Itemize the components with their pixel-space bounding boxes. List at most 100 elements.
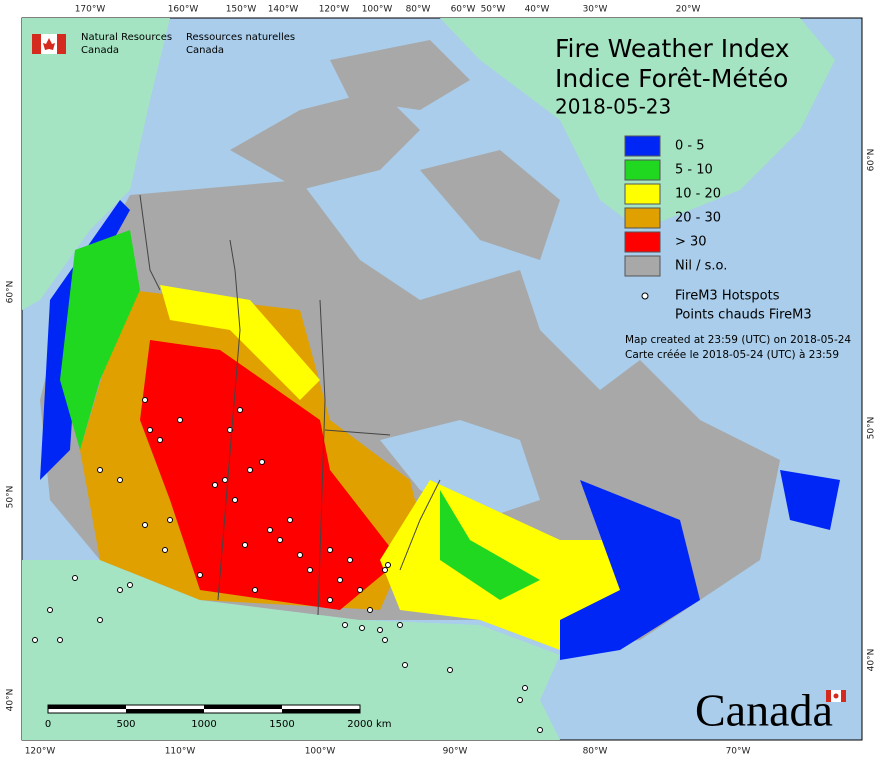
hotspot [402, 662, 408, 668]
usa [22, 560, 560, 740]
latitude-label: 50°N [6, 486, 16, 509]
scale-label: 500 [116, 719, 135, 730]
legend-label: > 30 [675, 235, 707, 250]
border [317, 299, 326, 616]
latitude-label: 40°N [6, 689, 16, 712]
wordmark-flag-leaf [833, 693, 839, 699]
hotspot [32, 637, 38, 643]
legend-label: 5 - 10 [675, 163, 713, 178]
hotspot [397, 622, 403, 628]
alaska [22, 18, 170, 310]
legend-swatch [624, 207, 661, 229]
hotspot [157, 437, 163, 443]
latitude-label: 60°N [6, 281, 16, 304]
baffin-island [420, 150, 560, 260]
scale-segment [126, 709, 204, 713]
longitude-label: 150°W [226, 5, 257, 15]
longitude-label: 170°W [75, 5, 106, 15]
map-note: Carte créée le 2018-05-24 (UTC) à 23:59 [625, 349, 839, 361]
longitude-label: 120°W [319, 5, 350, 15]
legend-hotspots: FireM3 Hotspots [675, 289, 780, 304]
latitude-label: 50°N [867, 417, 877, 440]
fire-zones [40, 200, 840, 660]
scale-label: 0 [45, 719, 51, 730]
arctic-island [230, 90, 420, 190]
hotspot [447, 667, 453, 673]
hotspot-key [641, 292, 649, 300]
scale-bar [47, 704, 361, 714]
hotspot [117, 587, 123, 593]
hotspot [277, 537, 283, 543]
hotspot [97, 467, 103, 473]
hotspot [259, 459, 265, 465]
hotspot [72, 575, 78, 581]
latitude-label: 40°N [867, 649, 877, 672]
legend-hotspots: Points chauds FireM3 [675, 308, 812, 323]
graticule-labels: 170°W 160°W 150°W 140°W 120°W 100°W 80°W 60°W 50… [6, 5, 877, 757]
hotspot [237, 407, 243, 413]
legend-swatch [624, 255, 661, 277]
hotspot [342, 622, 348, 628]
legend-label: 0 - 5 [675, 139, 705, 154]
longitude-label: 40°W [525, 5, 550, 15]
hotspot [252, 587, 258, 593]
title: Indice Forêt-Météo [555, 64, 788, 93]
hotspot [177, 417, 183, 423]
legend-swatch [624, 231, 661, 253]
wordmark-flag-bar [826, 690, 831, 702]
borders [139, 194, 441, 616]
flag-bar [32, 34, 41, 54]
title: Fire Weather Index [555, 34, 790, 63]
hotspot [377, 627, 383, 633]
hotspot [522, 685, 528, 691]
hotspot [57, 637, 63, 643]
hotspot [357, 587, 363, 593]
wordmark: Canada [695, 685, 833, 736]
hudson-bay [380, 420, 540, 520]
zone-5-10 [60, 230, 140, 450]
scale-segment [204, 705, 282, 709]
hotspot [167, 517, 173, 523]
hotspots [32, 397, 543, 733]
longitude-label: 100°W [305, 747, 336, 757]
hotspot [327, 597, 333, 603]
hotspot [367, 607, 373, 613]
hotspot [247, 467, 253, 473]
hotspot [337, 577, 343, 583]
zone-0-5 [560, 480, 700, 660]
legend-label: 20 - 30 [675, 211, 721, 226]
hotspot [222, 477, 228, 483]
zone-10-20 [160, 285, 320, 400]
hotspot [212, 482, 218, 488]
greenland [440, 18, 835, 230]
hotspot [117, 477, 123, 483]
map-note: Map created at 23:59 (UTC) on 2018-05-24 [625, 334, 851, 346]
hotspot [307, 567, 313, 573]
zone-0-5 [40, 200, 130, 480]
longitude-label: 100°W [362, 5, 393, 15]
agency-fr: Ressources naturelles [186, 32, 295, 43]
latitude-label: 60°N [867, 149, 877, 172]
legend: 0 - 5 5 - 10 10 - 20 20 - 30 > 30 Nil / s.o. [624, 135, 727, 277]
border [324, 429, 391, 436]
longitude-label: 60°W [451, 5, 476, 15]
hotspot [537, 727, 543, 733]
hotspot [297, 552, 303, 558]
legend-label: 10 - 20 [675, 187, 721, 202]
longitude-label: 90°W [443, 747, 468, 757]
legend-label: Nil / s.o. [675, 259, 727, 274]
legend-swatch [624, 159, 661, 181]
hotspot [327, 547, 333, 553]
longitude-label: 110°W [165, 747, 196, 757]
hotspot [287, 517, 293, 523]
zone-5-10 [440, 490, 540, 600]
scale-label: 1500 [269, 719, 294, 730]
arctic-island [330, 40, 470, 110]
longitude-label: 30°W [583, 5, 608, 15]
hotspot [162, 547, 168, 553]
longitude-label: 20°W [676, 5, 701, 15]
hotspot [97, 617, 103, 623]
zone-over-30 [140, 340, 400, 610]
